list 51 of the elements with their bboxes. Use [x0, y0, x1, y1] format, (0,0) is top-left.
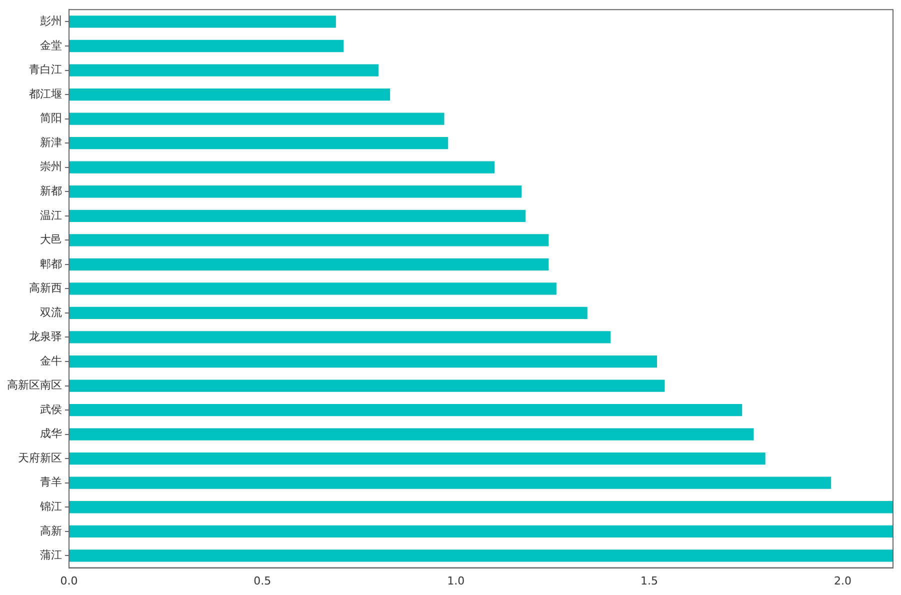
- y-tick-label: 武侯: [40, 402, 62, 416]
- bar: [69, 137, 448, 150]
- y-tick-label: 蒲江: [40, 548, 62, 562]
- bar: [69, 525, 893, 538]
- bar: [69, 16, 336, 28]
- bar: [69, 476, 832, 489]
- bar: [69, 355, 658, 368]
- y-tick-label: 高新区南区: [7, 378, 62, 392]
- y-tick-label: 双流: [40, 306, 62, 319]
- y-tick-label: 青白江: [29, 63, 62, 76]
- bar: [69, 282, 556, 295]
- bar: [69, 501, 893, 514]
- bar: [69, 428, 754, 440]
- bar: [69, 88, 390, 101]
- bar: [69, 331, 611, 344]
- y-tick-label: 金堂: [40, 38, 62, 52]
- x-tick-label: 1.0: [447, 574, 465, 588]
- bar: [69, 234, 549, 246]
- y-tick-label: 高新西: [29, 282, 62, 295]
- y-tick-label: 简阳: [40, 112, 62, 125]
- bar: [69, 112, 444, 125]
- y-tick-label: 都江堰: [29, 87, 62, 100]
- y-tick-label: 大邑: [40, 233, 62, 246]
- y-tick-label: 龙泉驿: [29, 330, 62, 344]
- y-tick-label: 成华: [40, 427, 62, 440]
- y-tick-label: 金牛: [40, 354, 62, 368]
- y-tick-label: 彭州: [40, 14, 62, 28]
- bar: [69, 64, 378, 76]
- x-tick-label: 2.0: [834, 574, 852, 588]
- y-tick-label: 温江: [40, 208, 62, 222]
- bar: [69, 258, 549, 270]
- y-tick-label: 锦江: [39, 500, 62, 513]
- y-tick-label: 崇州: [40, 160, 62, 174]
- x-tick-label: 0.5: [254, 574, 272, 588]
- y-tick-label: 高新: [40, 524, 62, 538]
- bar: [69, 40, 344, 52]
- x-tick-label: 1.5: [640, 574, 658, 588]
- bar: [69, 210, 526, 222]
- y-tick-label: 新都: [40, 184, 62, 198]
- bar: [69, 550, 893, 562]
- y-tick-label: 青羊: [40, 476, 62, 489]
- bar: [69, 186, 522, 198]
- bar: [69, 306, 588, 320]
- bar: [69, 161, 495, 174]
- bar: [69, 452, 766, 465]
- bar: [69, 404, 742, 416]
- x-tick-label: 0.0: [60, 574, 78, 588]
- y-tick-label: 郫都: [40, 257, 62, 270]
- y-tick-label: 天府新区: [18, 451, 62, 464]
- y-tick-label: 新津: [40, 136, 62, 149]
- bar: [69, 380, 665, 392]
